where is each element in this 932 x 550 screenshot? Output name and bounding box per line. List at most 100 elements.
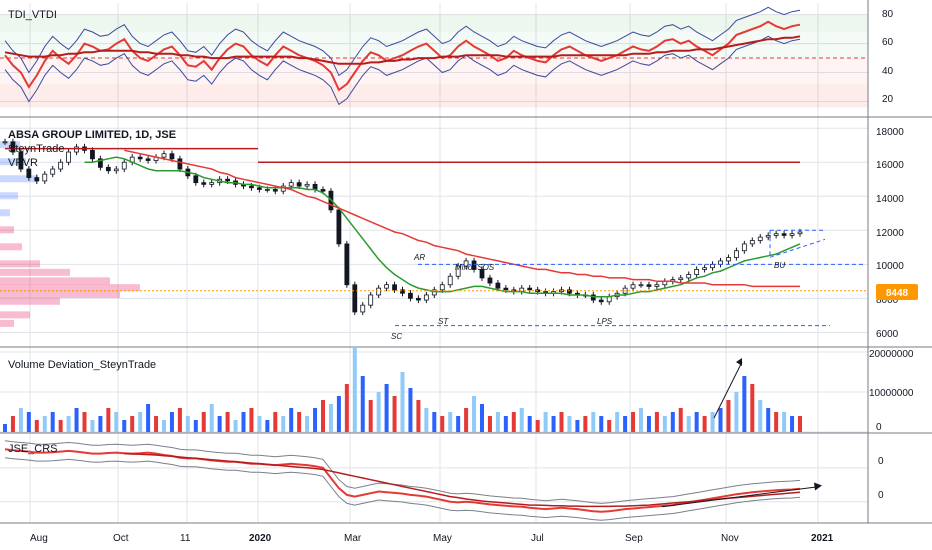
volume-arrow-line [713, 361, 743, 419]
volume-bar-20 [162, 420, 166, 432]
candle-body-40 [320, 189, 326, 192]
main-tick-14000: 14000 [876, 194, 904, 205]
candle-body-95 [757, 236, 763, 241]
x-label-oct: Oct [113, 533, 129, 544]
volume-bar-53 [424, 408, 429, 432]
band-mid-lower [0, 58, 868, 85]
candle-body-25 [201, 182, 207, 185]
channel-bottom-line [769, 238, 826, 258]
candle-body-61 [487, 277, 493, 284]
candle-body-9 [74, 146, 79, 153]
candle-body-60 [479, 269, 485, 279]
main-tick-16000: 16000 [876, 160, 904, 171]
volume-bar-94 [750, 384, 755, 432]
x-label-sep: Sep [625, 533, 643, 544]
candle-body-54 [431, 289, 437, 296]
candle-body-99 [789, 233, 795, 236]
volume-bar-12 [98, 416, 103, 432]
rs-band-upper [4, 440, 801, 504]
volume-bar-37 [297, 412, 302, 432]
candle-body-71 [567, 289, 572, 294]
annotation-lps: LPS [597, 317, 613, 326]
vpvr-bar-7 [0, 260, 40, 268]
candle-body-92 [734, 250, 739, 258]
candle-body-97 [773, 233, 779, 236]
volume-bar-93 [742, 376, 747, 432]
volume-bar-9 [74, 408, 79, 432]
x-label-aug: Aug [30, 533, 48, 544]
candle-body-4 [34, 177, 40, 182]
candle-body-14 [113, 168, 119, 172]
candle-body-26 [209, 182, 215, 185]
volume-bar-1 [10, 416, 15, 432]
volume-bar-58 [464, 408, 469, 432]
candle-body-53 [423, 294, 429, 301]
candle-body-98 [781, 233, 787, 236]
ma-red-line [124, 149, 800, 288]
volume-bar-92 [734, 392, 739, 432]
volume-bar-0 [3, 424, 7, 432]
candle-body-75 [598, 299, 604, 303]
volume-title: Volume Deviation_SteynTrade [8, 359, 156, 371]
volume-bar-52 [416, 400, 421, 432]
volume-bar-74 [591, 412, 596, 432]
volume-bar-27 [217, 416, 222, 432]
candle-body-63 [503, 287, 509, 291]
volume-bar-80 [639, 408, 643, 432]
volume-bar-77 [615, 412, 620, 432]
volume-bar-55 [440, 416, 445, 432]
volume-bar-90 [718, 408, 723, 432]
rs-band-lower [4, 457, 801, 521]
volume-bar-14 [114, 412, 119, 432]
volume-bar-98 [782, 412, 787, 432]
annotation-ar: AR [413, 253, 425, 262]
rs-tick-upper: 0 [878, 456, 884, 467]
candle-body-15 [121, 161, 127, 170]
volume-bar-25 [201, 412, 206, 432]
volume-bar-2 [18, 408, 23, 432]
main-tick-8000: 8000 [876, 295, 899, 306]
vpvr-bar-12 [0, 297, 60, 305]
candle-body-42 [336, 209, 342, 245]
volume-bar-75 [599, 416, 604, 432]
volume-bar-46 [368, 400, 373, 432]
volume-bar-29 [233, 420, 238, 432]
volume-bar-89 [710, 412, 715, 432]
tdi-signal-line [4, 35, 801, 65]
volume-bar-71 [567, 416, 572, 432]
volume-bar-62 [495, 412, 500, 432]
price-badge-bg [876, 284, 918, 300]
volume-bar-35 [281, 416, 286, 432]
volume-bar-24 [193, 420, 198, 432]
candle-body-62 [495, 282, 501, 289]
grid-lines [0, 3, 868, 522]
candle-body-74 [590, 294, 596, 301]
candle-body-79 [630, 284, 636, 289]
candle-body-48 [384, 284, 390, 289]
rs-signal-line [124, 452, 801, 508]
volume-bar-79 [631, 412, 636, 432]
candle-body-94 [749, 240, 755, 245]
rs-trend-arrow [661, 485, 821, 508]
tdi-rsi-line [4, 20, 801, 92]
volume-bar-100 [798, 416, 802, 432]
volume-bar-66 [527, 416, 532, 432]
main-title: ABSA GROUP LIMITED, 1D, JSE [8, 129, 176, 141]
volume-bar-30 [241, 412, 246, 432]
candle-body-89 [710, 263, 715, 269]
volume-bar-36 [289, 408, 294, 432]
candle-body-58 [463, 260, 469, 267]
candle-body-57 [455, 265, 461, 277]
candle-body-44 [352, 284, 358, 313]
candle-body-32 [256, 187, 262, 190]
volume-bar-81 [646, 416, 651, 432]
volume-bar-85 [678, 408, 683, 432]
annotation-sc: SC [391, 332, 402, 341]
candle-body-86 [686, 274, 692, 279]
volume-bar-16 [130, 416, 135, 432]
volume-bar-34 [273, 412, 278, 432]
chart-texts: TDI_VTDI ABSA GROUP LIMITED, 1D, JSE Ste… [8, 9, 914, 544]
candle-body-31 [249, 185, 254, 189]
volume-bar-91 [726, 400, 731, 432]
